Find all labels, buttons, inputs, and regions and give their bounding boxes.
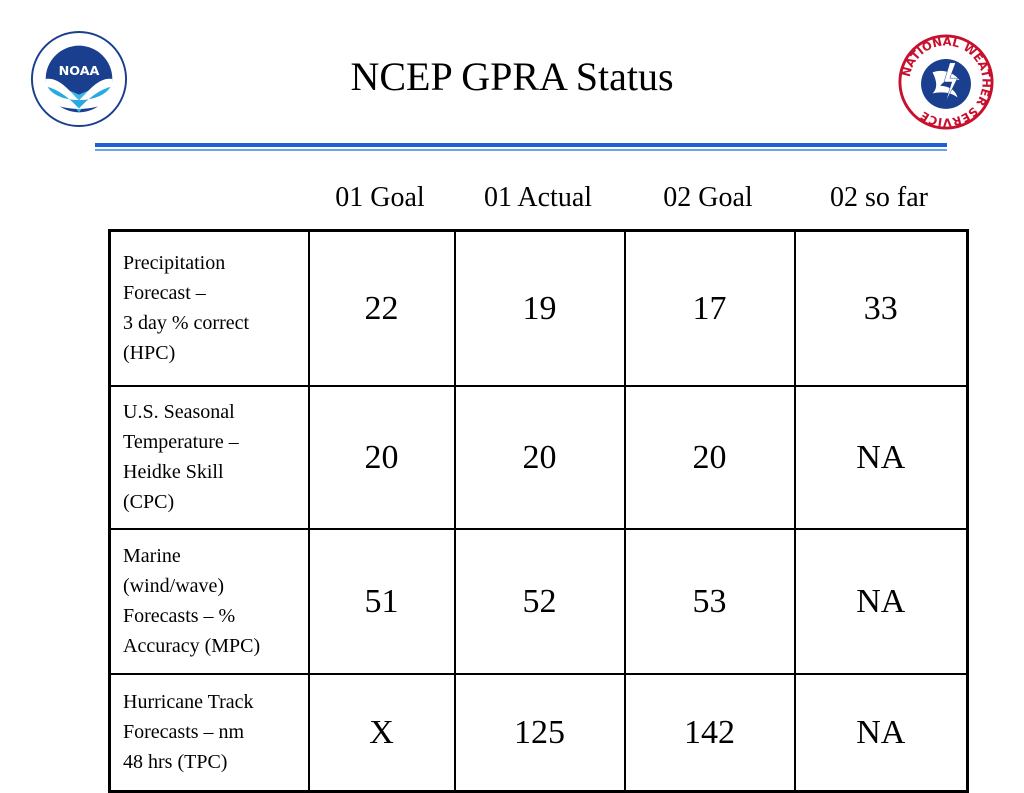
cell-02-so-far: NA: [793, 528, 969, 675]
row-label-line: Temperature –: [123, 430, 239, 453]
noaa-logo: NOAA: [30, 30, 128, 128]
cell-02-so-far: NA: [793, 385, 969, 530]
cell-01-actual: 20: [453, 385, 626, 530]
cell-01-goal: 20: [307, 385, 456, 530]
noaa-logo-text: NOAA: [59, 64, 100, 79]
row-label: U.S. Seasonal Temperature – Heidke Skill…: [108, 385, 310, 530]
table-row: Hurricane Track Forecasts – nm 48 hrs (T…: [108, 673, 969, 793]
row-label-line: Accuracy (MPC): [123, 634, 261, 657]
cell-01-goal: 51: [307, 528, 456, 675]
row-label-line: 3 day % correct: [123, 311, 250, 334]
title-rule: [95, 143, 947, 147]
column-header-01-goal: 01 Goal: [335, 182, 425, 213]
row-label: Precipitation Forecast – 3 day % correct…: [108, 229, 310, 387]
cell-01-actual: 52: [453, 528, 626, 675]
table-row: U.S. Seasonal Temperature – Heidke Skill…: [108, 385, 969, 530]
column-header-02-goal: 02 Goal: [663, 182, 753, 213]
row-label-line: Heidke Skill: [123, 460, 224, 483]
national-weather-service-logo: NATIONAL WEATHER SERVICE: [898, 34, 994, 130]
row-label-line: (wind/wave): [123, 574, 225, 597]
cell-01-actual: 125: [453, 673, 626, 793]
slide-title: NCEP GPRA Status: [350, 54, 674, 99]
row-label-line: Forecasts – nm: [123, 720, 245, 743]
row-label-line: (CPC): [123, 490, 175, 513]
title-rule-thin: [95, 149, 947, 151]
row-label-line: Forecast –: [123, 281, 206, 304]
row-label-line: 48 hrs (TPC): [123, 750, 228, 773]
row-label-line: Forecasts – %: [123, 604, 236, 627]
cell-02-so-far: NA: [793, 673, 969, 793]
table-row: Marine (wind/wave) Forecasts – % Accurac…: [108, 528, 969, 675]
cell-02-goal: 20: [623, 385, 796, 530]
column-header-02-so-far: 02 so far: [830, 182, 928, 213]
gpra-status-table: Precipitation Forecast – 3 day % correct…: [108, 229, 969, 793]
cell-01-goal: 22: [307, 229, 456, 387]
column-header-01-actual: 01 Actual: [483, 182, 593, 213]
cell-02-goal: 53: [623, 528, 796, 675]
cell-01-actual: 19: [453, 229, 626, 387]
row-label: Marine (wind/wave) Forecasts – % Accurac…: [108, 528, 310, 675]
row-label: Hurricane Track Forecasts – nm 48 hrs (T…: [108, 673, 310, 793]
row-label-line: Precipitation: [123, 251, 226, 274]
cell-02-goal: 17: [623, 229, 796, 387]
row-label-line: (HPC): [123, 341, 176, 364]
row-label-line: Marine: [123, 544, 181, 567]
cell-02-so-far: 33: [793, 229, 969, 387]
row-label-line: Hurricane Track: [123, 690, 254, 713]
row-label-line: U.S. Seasonal: [123, 400, 235, 423]
table-row: Precipitation Forecast – 3 day % correct…: [108, 229, 969, 387]
cell-01-goal: X: [307, 673, 456, 793]
cell-02-goal: 142: [623, 673, 796, 793]
